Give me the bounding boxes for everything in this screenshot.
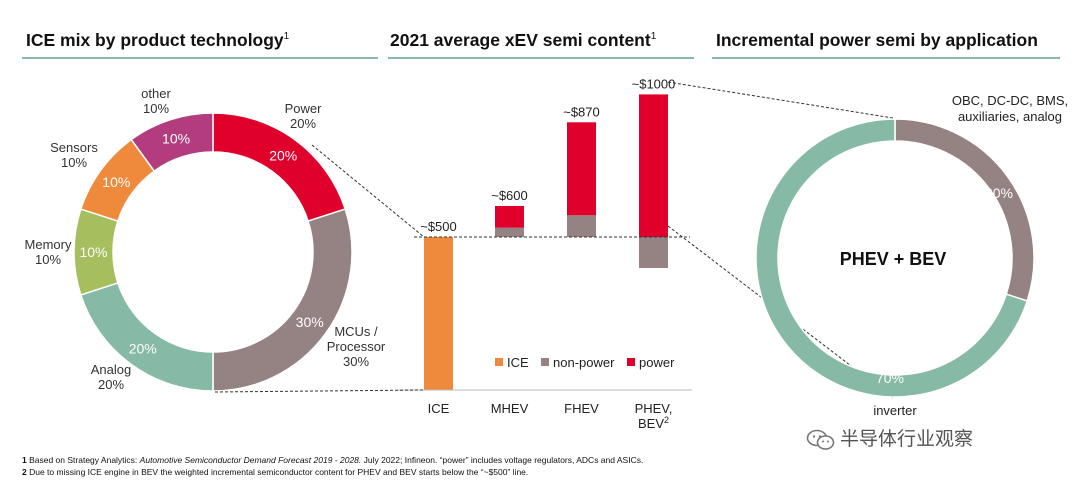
app-slice-obc-dc-dc-bms-auxiliaries-analog [894,118,1035,302]
mid-title-rule [388,57,694,59]
left-title-rule [22,57,378,59]
bar-total-phev-bev: ~$1000 [632,76,676,91]
bar-total-ice: ~$500 [420,219,457,234]
slice-label-power: Power 20% [285,101,323,131]
app-label-obc: OBC, DC-DC, BMS, auxiliaries, analog [952,93,1068,124]
slice-value-sensors: 10% [102,174,130,190]
x-tick-mhev: MHEV [491,401,529,416]
right-title-rule [712,57,1060,59]
footnote-1-number: 1 [22,455,27,465]
slice-value-other: 10% [162,130,190,146]
bar-non-power-fhev [567,215,596,237]
app-slice-inverter [755,118,1029,398]
legend-swatch-ice [495,358,503,366]
slice-value-mcus-processor: 30% [296,314,324,330]
left-title-text: ICE mix by product technology [26,30,284,50]
left-title-sup: 1 [283,31,290,43]
donut-slice-power [212,112,347,223]
donut-slice-mcus-processor [212,208,353,392]
mid-panel-title: 2021 average xEV semi content1 [390,30,656,51]
footnote-1-source: Automotive Semiconductor Demand Forecast… [139,455,362,465]
connector-right-top [667,81,894,119]
x-tick-phev-bev: PHEV, BEV2 [635,401,673,431]
slice-value-analog: 20% [129,341,157,357]
slice-label-sensors: Sensors 10% [50,140,98,170]
slice-label-other: other 10% [141,86,171,116]
footnote-1: 1 Based on Strategy Analytics: Automotiv… [22,455,643,465]
mid-title-sup: 1 [650,31,657,43]
watermark: 半导体行业观察 [806,424,973,451]
right-panel-title: Incremental power semi by application [716,30,1038,50]
mid-title-text: 2021 average xEV semi content [390,30,651,50]
bar-total-mhev: ~$600 [491,188,528,203]
footnote-2-number: 2 [22,467,27,477]
legend-label-power: power [639,355,675,370]
donut-slice-other [130,112,214,173]
app-slice-value-obc-dc-dc-bms-auxiliaries-analog: 30% [985,185,1013,201]
bar-power-phev-bev [639,94,668,238]
footnote-2: 2 Due to missing ICE engine in BEV the w… [22,467,528,477]
legend-swatch-power [627,358,635,366]
bar-non-power-mhev [495,227,524,237]
footnote-2-text: Due to missing ICE engine in BEV the wei… [26,467,529,477]
app-slice-value-inverter: 70% [876,370,904,386]
legend-label-ice: ICE [507,355,529,370]
bar-total-fhev: ~$870 [563,104,600,119]
connector-left-bottom [214,389,425,393]
app-label-inverter: inverter [873,403,917,418]
bar-ice-ice [424,237,453,390]
x-tick-fhev: FHEV [564,401,599,416]
bar-non-power-phev-bev [639,237,668,268]
bar-power-fhev [567,122,596,216]
slice-label-mcus-processor: MCUs / Processor 30% [327,324,386,369]
legend-swatch-non-power [541,358,549,366]
donut-center-label: PHEV + BEV [840,249,947,269]
slice-value-memory: 10% [79,244,107,260]
slice-value-power: 20% [269,147,297,163]
connector-left-top [311,144,425,238]
x-tick-sup: 2 [664,415,669,425]
watermark-text: 半导体行业观察 [840,428,974,450]
footnote-1-text-c: July 2022; Infineon. “power” includes vo… [361,455,644,465]
bar-power-mhev [495,206,524,228]
wechat-icon [806,429,835,450]
legend-label-non-power: non-power [553,355,615,370]
x-tick-ice: ICE [428,401,450,416]
left-panel-title: ICE mix by product technology1 [26,30,289,51]
footnote-1-text-a: Based on Strategy Analytics: [26,455,140,465]
slice-label-analog: Analog 20% [91,362,131,392]
slice-label-memory: Memory 10% [25,237,72,267]
